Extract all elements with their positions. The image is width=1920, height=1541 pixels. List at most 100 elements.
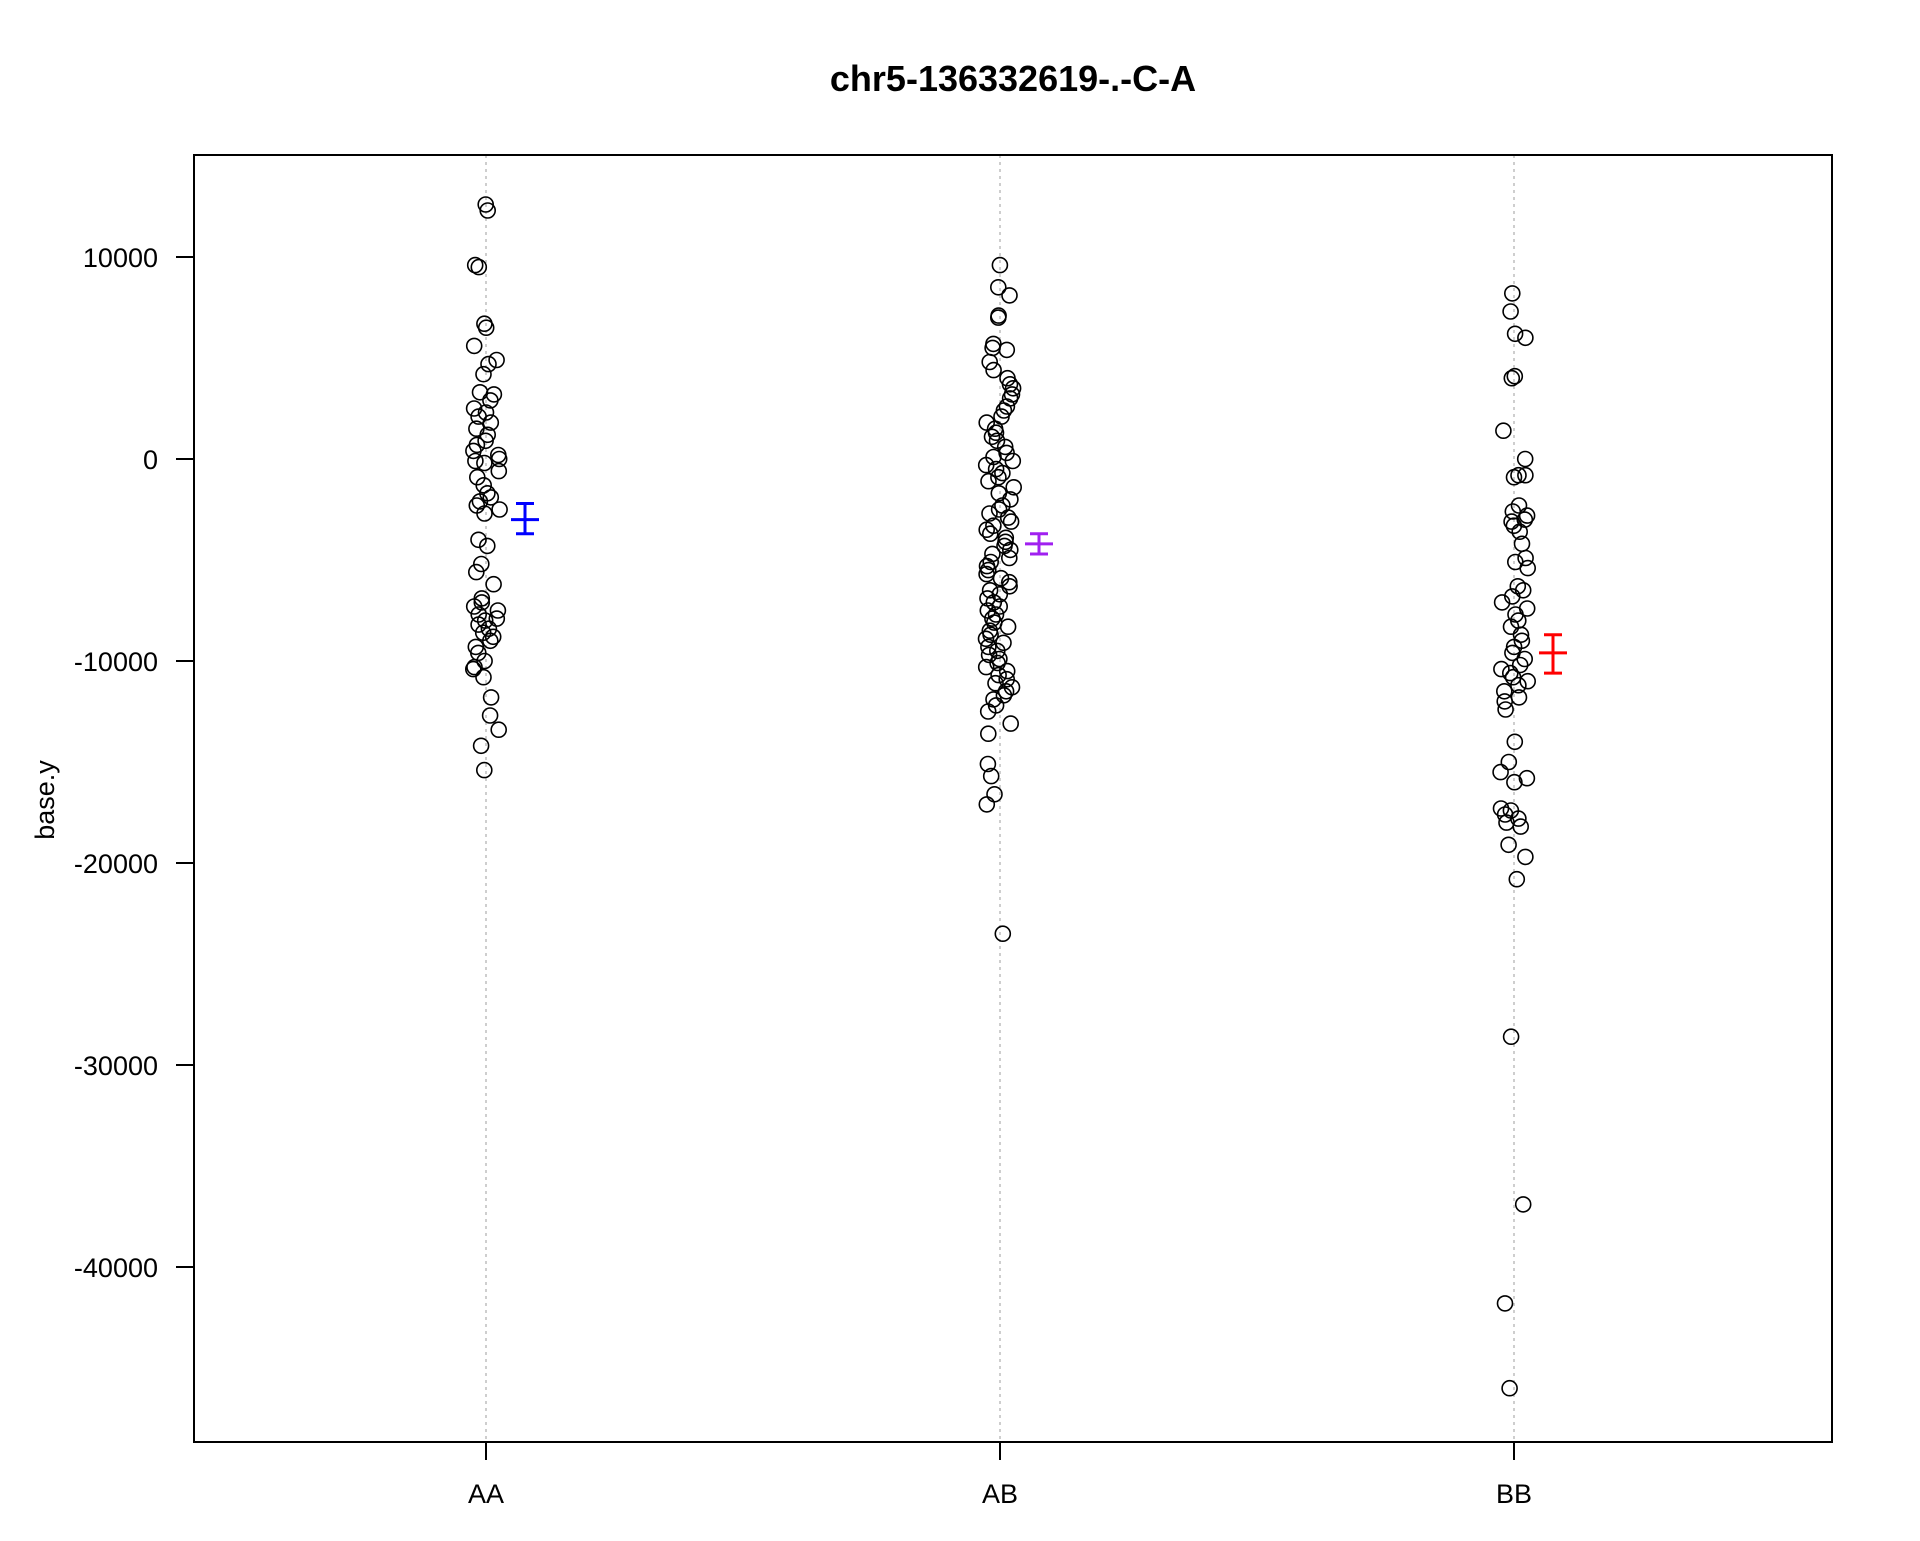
data-point-aa <box>472 737 490 755</box>
data-point-bb <box>1511 523 1528 541</box>
data-point-aa <box>480 620 498 638</box>
data-point-ab <box>995 686 1013 704</box>
data-point-ab <box>1005 478 1023 496</box>
data-point-ab <box>989 654 1006 672</box>
data-point-aa <box>485 575 502 593</box>
data-point-ab <box>982 553 1000 571</box>
data-point-bb <box>1502 1028 1520 1045</box>
data-point-aa <box>490 721 508 739</box>
data-point-bb <box>1514 1196 1532 1213</box>
data-point-aa <box>475 365 492 383</box>
data-point-aa <box>465 400 483 417</box>
data-point-bb <box>1517 466 1534 484</box>
data-point-bb <box>1502 664 1519 682</box>
data-point-ab <box>978 796 996 813</box>
data-point-aa <box>476 652 493 670</box>
data-point-ab <box>992 569 1010 587</box>
data-point-ab <box>994 464 1011 482</box>
x-axis: AA AB BB <box>468 1442 1532 1509</box>
data-point-bb <box>1504 588 1521 605</box>
data-point-aa <box>491 501 508 518</box>
data-point-ab <box>990 468 1007 486</box>
data-point-aa <box>479 202 497 219</box>
data-point-ab <box>1001 577 1018 595</box>
data-point-bb <box>1505 638 1523 656</box>
data-point-bb <box>1492 763 1509 781</box>
data-point-bb <box>1501 1379 1518 1397</box>
data-point-aa <box>477 432 494 450</box>
data-point-ab <box>998 670 1016 688</box>
data-point-ab <box>991 256 1009 274</box>
data-point-aa <box>481 707 499 724</box>
data-point-bb <box>1511 656 1529 674</box>
data-point-bb <box>1495 422 1512 440</box>
data-point-aa <box>464 660 482 678</box>
y-tick-label: -30000 <box>74 1051 158 1081</box>
data-point-bb <box>1493 594 1511 611</box>
data-point-bb <box>1519 672 1536 690</box>
data-point-ab <box>1002 513 1020 530</box>
data-point-ab <box>978 521 996 539</box>
data-point-ab <box>1001 541 1019 559</box>
data-point-bb <box>1516 650 1533 668</box>
data-point-ab <box>1001 287 1018 304</box>
data-point-aa <box>472 555 490 573</box>
data-point-aa <box>490 450 508 468</box>
x-tick-label: BB <box>1496 1479 1532 1509</box>
data-point-bb <box>1519 559 1536 577</box>
data-point-bb <box>1517 848 1534 866</box>
data-point-ab <box>981 525 999 543</box>
data-point-bb <box>1518 769 1536 787</box>
data-point-bb <box>1496 682 1513 700</box>
data-point-ab <box>977 630 995 648</box>
data-point-bb <box>1505 468 1523 486</box>
data-point-aa <box>473 594 491 611</box>
y-tick-label: -20000 <box>74 849 158 879</box>
data-point-bb <box>1506 733 1524 751</box>
data-point-aa <box>470 531 487 549</box>
data-point-ab <box>982 767 1000 785</box>
data-point-aa <box>465 337 483 355</box>
data-point-ab <box>1001 375 1019 393</box>
data-point-ab <box>990 666 1007 684</box>
data-point-bb <box>1506 367 1524 385</box>
data-point-bb <box>1516 450 1534 468</box>
data-point-ab <box>987 606 1005 623</box>
data-point-ab <box>981 353 999 371</box>
data-point-ab <box>987 674 1004 692</box>
data-point-bb <box>1506 325 1524 343</box>
data-point-ab <box>998 398 1016 415</box>
data-point-bb <box>1503 513 1520 530</box>
data-point-ab <box>989 309 1007 326</box>
data-point-aa <box>482 414 500 431</box>
data-point-aa <box>465 598 483 615</box>
plot-frame <box>193 154 1833 1443</box>
data-point-aa <box>475 476 493 494</box>
data-point-bb <box>1512 626 1530 644</box>
error-bar-aa <box>511 501 539 536</box>
data-point-ab <box>979 725 997 743</box>
data-point-bb <box>1496 693 1513 710</box>
y-tick-label: -10000 <box>74 647 158 677</box>
data-point-aa <box>466 256 484 274</box>
data-point-ab <box>998 662 1016 680</box>
y-axis: 10000 0 -10000 -20000 -30000 -40000 <box>74 243 194 1283</box>
data-point-aa <box>467 563 485 581</box>
error-bar-bb <box>1539 633 1567 675</box>
data-point-ab <box>1000 549 1018 567</box>
data-points <box>464 196 1536 1397</box>
data-point-aa <box>488 610 506 627</box>
data-point-ab <box>989 278 1007 296</box>
data-point-ab <box>979 703 997 720</box>
data-point-ab <box>997 682 1015 700</box>
y-axis-label: base.y <box>30 760 60 840</box>
data-point-aa <box>475 668 492 686</box>
data-point-ab <box>1002 715 1020 732</box>
data-point-ab <box>998 341 1016 359</box>
data-point-aa <box>488 351 505 369</box>
data-point-aa <box>481 632 499 650</box>
data-point-aa <box>482 392 499 409</box>
data-point-aa <box>475 761 493 779</box>
data-point-ab <box>980 638 997 656</box>
data-point-ab <box>981 581 999 599</box>
